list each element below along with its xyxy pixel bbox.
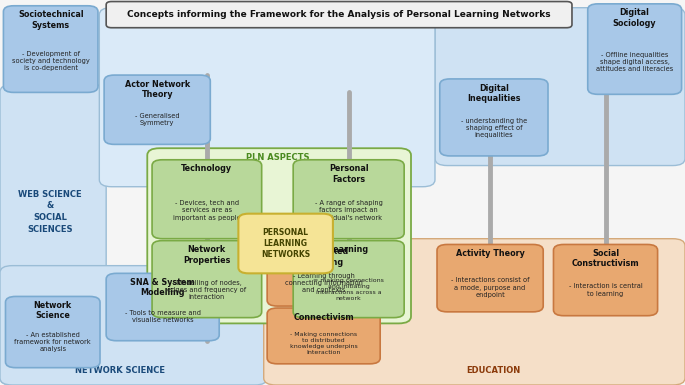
FancyBboxPatch shape (3, 6, 98, 92)
Text: - Offline inequalities
shape digital access,
attitudes and literacies: - Offline inequalities shape digital acc… (596, 52, 673, 72)
Text: Learning: Learning (329, 245, 369, 254)
FancyBboxPatch shape (264, 239, 685, 385)
Text: Network
Properties: Network Properties (183, 245, 231, 264)
Text: Networked
Learning: Networked Learning (299, 247, 348, 266)
Text: NETWORK SCIENCE: NETWORK SCIENCE (75, 366, 165, 375)
FancyBboxPatch shape (106, 2, 572, 28)
Text: - understanding the
shaping effect of
inequalities: - understanding the shaping effect of in… (461, 118, 527, 139)
Text: Digital
Inequalities: Digital Inequalities (467, 84, 521, 103)
Text: Sociotechnical
Systems: Sociotechnical Systems (18, 10, 84, 30)
Text: SNA & System
Modelling: SNA & System Modelling (130, 278, 195, 297)
FancyBboxPatch shape (553, 244, 658, 316)
Text: WEB SCIENCE
&
SOCIAL
SCIENCES: WEB SCIENCE & SOCIAL SCIENCES (18, 189, 82, 234)
Text: CONCEPTS & APPROACHES: CONCEPTS & APPROACHES (199, 20, 336, 30)
Text: - Development of
society and technology
is co-dependent: - Development of society and technology … (12, 51, 90, 72)
Text: EDUCATION: EDUCATION (466, 366, 521, 375)
FancyBboxPatch shape (5, 296, 100, 368)
FancyBboxPatch shape (238, 214, 333, 273)
Text: Digital
Sociology: Digital Sociology (613, 8, 656, 28)
Text: - Generalised
Symmetry: - Generalised Symmetry (135, 113, 179, 126)
Text: - Making connections
to distributed
knowledge underpins
Interaction: - Making connections to distributed know… (290, 332, 358, 355)
Text: - A range of shaping
factors impact an
individual's network: - A range of shaping factors impact an i… (314, 200, 383, 221)
Text: - An established
framework for network
analysis: - An established framework for network a… (14, 332, 91, 352)
FancyBboxPatch shape (99, 8, 435, 187)
FancyBboxPatch shape (437, 244, 543, 312)
Text: - Tools to measure and
visualise networks: - Tools to measure and visualise network… (125, 310, 201, 323)
FancyBboxPatch shape (293, 241, 404, 318)
FancyBboxPatch shape (0, 266, 267, 385)
FancyBboxPatch shape (104, 75, 210, 144)
Text: = making connections
and initiating
interactions across a
network: = making connections and initiating inte… (313, 278, 384, 301)
FancyBboxPatch shape (152, 160, 262, 239)
Text: - Interactions consist of
a mode, purpose and
endpoint: - Interactions consist of a mode, purpos… (451, 277, 530, 298)
FancyBboxPatch shape (152, 241, 262, 318)
Text: Concepts informing the Framework for the Analysis of Personal Learning Networks: Concepts informing the Framework for the… (127, 10, 551, 19)
Text: - Modelling of nodes,
edges and frequency of
interaction: - Modelling of nodes, edges and frequenc… (167, 280, 247, 300)
FancyBboxPatch shape (267, 308, 380, 364)
FancyBboxPatch shape (106, 273, 219, 341)
FancyBboxPatch shape (588, 4, 682, 94)
Text: Technology: Technology (182, 164, 232, 173)
Text: PLN ASPECTS: PLN ASPECTS (246, 153, 309, 162)
Text: Personal
Factors: Personal Factors (329, 164, 369, 184)
FancyBboxPatch shape (147, 148, 411, 323)
FancyBboxPatch shape (267, 243, 380, 306)
FancyBboxPatch shape (0, 85, 106, 385)
FancyBboxPatch shape (435, 8, 685, 166)
Text: PERSONAL
LEARNING
NETWORKS: PERSONAL LEARNING NETWORKS (261, 228, 310, 259)
Text: - Interaction is central
to learning: - Interaction is central to learning (569, 283, 643, 297)
Text: Social
Constructivism: Social Constructivism (572, 249, 639, 268)
Text: - Devices, tech and
services are as
important as people: - Devices, tech and services are as impo… (173, 200, 240, 221)
Text: - Learning through
connecting information
and contexts: - Learning through connecting informatio… (285, 273, 362, 293)
Text: Network
Science: Network Science (34, 301, 72, 320)
FancyBboxPatch shape (293, 160, 404, 239)
FancyBboxPatch shape (440, 79, 548, 156)
Text: Connectivism: Connectivism (293, 313, 354, 321)
Text: Actor Network
Theory: Actor Network Theory (125, 80, 190, 99)
Text: Activity Theory: Activity Theory (456, 249, 525, 258)
